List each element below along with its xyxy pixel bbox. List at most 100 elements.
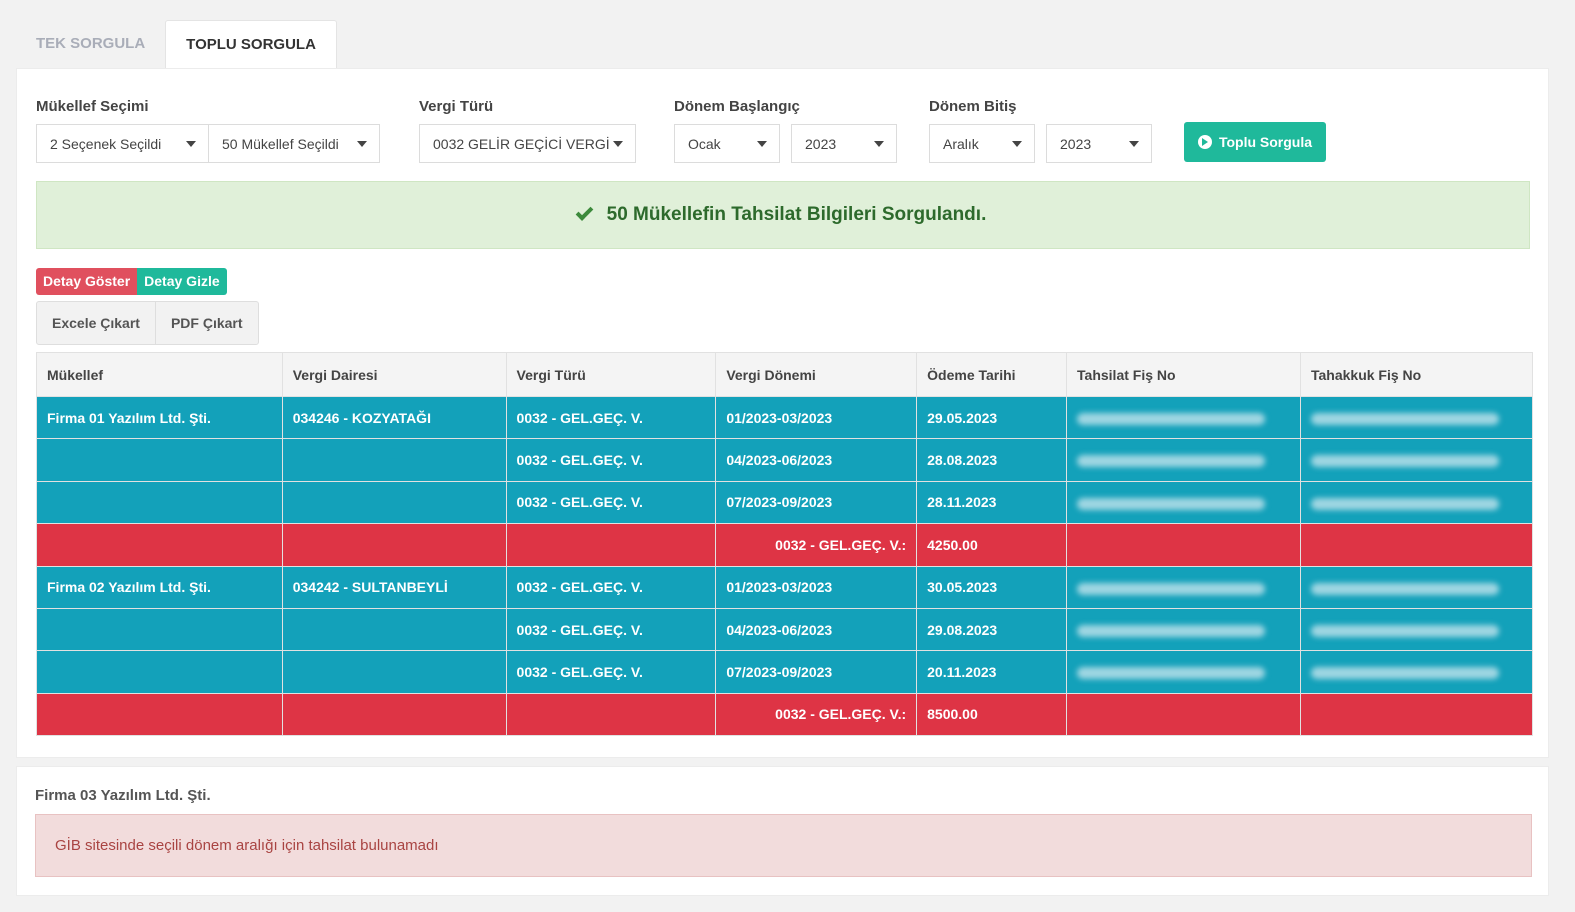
detail-toggle-group: Detay Göster Detay Gizle: [36, 268, 227, 295]
vergi-donemi-cell: 07/2023-09/2023: [715, 650, 918, 694]
chevron-down-icon: [186, 140, 196, 147]
table-row[interactable]: 0032 - GEL.GEÇ. V. 07/2023-09/2023 20.11…: [36, 650, 1534, 694]
bitis-month-value: Aralık: [943, 135, 979, 152]
chevron-down-icon: [874, 140, 884, 147]
vergi-dairesi-cell: [281, 438, 507, 482]
header-vergi-donemi[interactable]: Vergi Dönemi: [715, 352, 918, 397]
query-panel: Mükellef Seçimi 2 Seçenek Seçildi 50 Mük…: [16, 68, 1549, 758]
chevron-down-icon: [1129, 140, 1139, 147]
pdf-export-button[interactable]: PDF Çıkart: [154, 302, 258, 344]
redacted-value: [1310, 455, 1499, 468]
donem-baslangic-group: Dönem Başlangıç Ocak 2023: [674, 97, 897, 163]
no-result-alert: GİB sitesinde seçili dönem aralığı için …: [35, 814, 1532, 877]
tahsilat-fis-cell: [1066, 480, 1301, 525]
tahsilat-fis-cell: [1066, 395, 1301, 440]
bitis-month-select[interactable]: Aralık: [929, 124, 1035, 163]
donem-bitis-label: Dönem Bitiş: [929, 98, 1017, 115]
tab-bar: TEK SORGULA TOPLU SORGULA: [16, 20, 337, 69]
mukellef-cell: [36, 607, 283, 652]
odeme-tarihi-cell: 28.08.2023: [916, 438, 1068, 482]
success-message: 50 Mükellefin Tahsilat Bilgileri Sorgula…: [606, 204, 987, 225]
header-odeme-tarihi[interactable]: Ödeme Tarihi: [916, 352, 1068, 397]
mukellef-cell: [36, 480, 283, 525]
table-row[interactable]: 0032 - GEL.GEÇ. V. 07/2023-09/2023 28.11…: [36, 480, 1534, 525]
odeme-tarihi-cell: 20.11.2023: [916, 650, 1068, 694]
total-row: 0032 - GEL.GEÇ. V.: 4250.00: [36, 523, 1534, 567]
mukellef-label: Mükellef Seçimi: [36, 98, 149, 115]
no-result-panel: Firma 03 Yazılım Ltd. Şti. GİB sitesinde…: [16, 766, 1549, 896]
total-row: 0032 - GEL.GEÇ. V.: 8500.00: [36, 692, 1534, 737]
redacted-value: [1077, 497, 1266, 510]
redacted-value: [1310, 582, 1499, 595]
bitis-year-select[interactable]: 2023: [1046, 124, 1152, 163]
total-label-cell: 0032 - GEL.GEÇ. V.:: [715, 523, 918, 567]
tahakkuk-fis-cell: [1299, 395, 1534, 440]
detay-gizle-button[interactable]: Detay Gizle: [137, 268, 227, 295]
toplu-sorgula-label: Toplu Sorgula: [1218, 134, 1313, 150]
arrow-circle-right-icon: [1197, 135, 1212, 149]
vergi-turu-label: Vergi Türü: [419, 98, 494, 115]
mukellef-option-value: 2 Seçenek Seçildi: [50, 135, 162, 152]
excel-export-button[interactable]: Excele Çıkart: [52, 315, 140, 331]
table-header-row: Mükellef Vergi Dairesi Vergi Türü Vergi …: [36, 352, 1534, 397]
header-tahakkuk-fis-no[interactable]: Tahakkuk Fiş No: [1299, 352, 1534, 397]
tahsilat-fis-cell: [1066, 607, 1301, 652]
vergi-turu-cell: 0032 - GEL.GEÇ. V.: [505, 438, 717, 482]
no-result-firm-title: Firma 03 Yazılım Ltd. Şti.: [35, 787, 211, 804]
tahsilat-fis-cell: [1066, 650, 1301, 694]
redacted-value: [1310, 412, 1499, 425]
tahakkuk-fis-cell: [1299, 650, 1534, 694]
baslangic-year-select[interactable]: 2023: [791, 124, 897, 163]
vergi-turu-select[interactable]: 0032 GELİR GEÇİCİ VERGİ: [419, 124, 636, 163]
chevron-down-icon: [357, 140, 367, 147]
vergi-donemi-cell: 07/2023-09/2023: [715, 480, 918, 525]
donem-bitis-group: Dönem Bitiş Aralık 2023: [929, 97, 1152, 163]
detay-goster-button[interactable]: Detay Göster: [36, 268, 138, 295]
vergi-turu-value: 0032 GELİR GEÇİCİ VERGİ: [433, 135, 610, 152]
vergi-dairesi-cell: [281, 650, 507, 694]
redacted-value: [1077, 624, 1266, 637]
tahakkuk-fis-cell: [1299, 565, 1534, 609]
total-value-cell: 8500.00: [916, 692, 1068, 737]
header-mukellef[interactable]: Mükellef: [36, 352, 283, 397]
header-vergi-turu[interactable]: Vergi Türü: [505, 352, 717, 397]
header-vergi-dairesi[interactable]: Vergi Dairesi: [281, 352, 507, 397]
chevron-down-icon: [757, 140, 767, 147]
odeme-tarihi-cell: 29.05.2023: [916, 395, 1068, 440]
success-alert: 50 Mükellefin Tahsilat Bilgileri Sorgula…: [36, 181, 1530, 249]
bitis-year-value: 2023: [1060, 135, 1092, 152]
mukellef-cell: Firma 01 Yazılım Ltd. Şti.: [36, 395, 283, 440]
odeme-tarihi-cell: 30.05.2023: [916, 565, 1068, 609]
vergi-dairesi-cell: [281, 607, 507, 652]
tab-tek-sorgula[interactable]: TEK SORGULA: [36, 35, 146, 52]
vergi-turu-cell: 0032 - GEL.GEÇ. V.: [505, 650, 717, 694]
mukellef-list-select[interactable]: 50 Mükellef Seçildi: [209, 124, 380, 163]
donem-baslangic-label: Dönem Başlangıç: [674, 98, 800, 115]
mukellef-group: Mükellef Seçimi 2 Seçenek Seçildi 50 Mük…: [36, 97, 380, 163]
redacted-value: [1310, 497, 1499, 510]
vergi-turu-cell: 0032 - GEL.GEÇ. V.: [505, 565, 717, 609]
header-tahsilat-fis-no[interactable]: Tahsilat Fiş No: [1066, 352, 1301, 397]
redacted-value: [1077, 412, 1266, 425]
tahakkuk-fis-cell: [1299, 480, 1534, 525]
odeme-tarihi-cell: 29.08.2023: [916, 607, 1068, 652]
mukellef-cell: [36, 650, 283, 694]
vergi-turu-cell: 0032 - GEL.GEÇ. V.: [505, 395, 717, 440]
table-row[interactable]: 0032 - GEL.GEÇ. V. 04/2023-06/2023 29.08…: [36, 607, 1534, 652]
baslangic-year-value: 2023: [805, 135, 837, 152]
baslangic-month-select[interactable]: Ocak: [674, 124, 780, 163]
vergi-turu-cell: 0032 - GEL.GEÇ. V.: [505, 480, 717, 525]
total-label-cell: 0032 - GEL.GEÇ. V.:: [715, 692, 918, 737]
toplu-sorgula-button[interactable]: Toplu Sorgula: [1184, 122, 1326, 162]
mukellef-option-select[interactable]: 2 Seçenek Seçildi: [36, 124, 209, 163]
mukellef-cell: Firma 02 Yazılım Ltd. Şti.: [36, 565, 283, 609]
table-row[interactable]: 0032 - GEL.GEÇ. V. 04/2023-06/2023 28.08…: [36, 438, 1534, 482]
table-row[interactable]: Firma 01 Yazılım Ltd. Şti. 034246 - KOZY…: [36, 395, 1534, 440]
tab-toplu-sorgula[interactable]: TOPLU SORGULA: [165, 20, 337, 69]
tahsilat-fis-cell: [1066, 438, 1301, 482]
vergi-dairesi-cell: 034242 - SULTANBEYLİ: [281, 565, 507, 609]
table-row[interactable]: Firma 02 Yazılım Ltd. Şti. 034242 - SULT…: [36, 565, 1534, 609]
redacted-value: [1077, 455, 1266, 468]
baslangic-month-value: Ocak: [688, 135, 721, 152]
odeme-tarihi-cell: 28.11.2023: [916, 480, 1068, 525]
